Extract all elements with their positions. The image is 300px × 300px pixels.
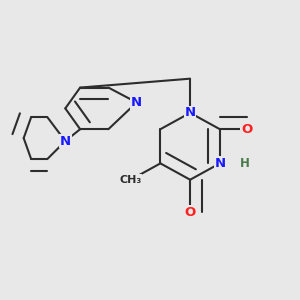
Text: H: H bbox=[240, 157, 250, 170]
Text: N: N bbox=[214, 157, 225, 170]
Text: N: N bbox=[131, 96, 142, 109]
Text: CH₃: CH₃ bbox=[120, 175, 142, 185]
Text: O: O bbox=[241, 123, 252, 136]
Text: O: O bbox=[184, 206, 196, 219]
Text: N: N bbox=[184, 106, 196, 119]
Text: N: N bbox=[60, 135, 71, 148]
